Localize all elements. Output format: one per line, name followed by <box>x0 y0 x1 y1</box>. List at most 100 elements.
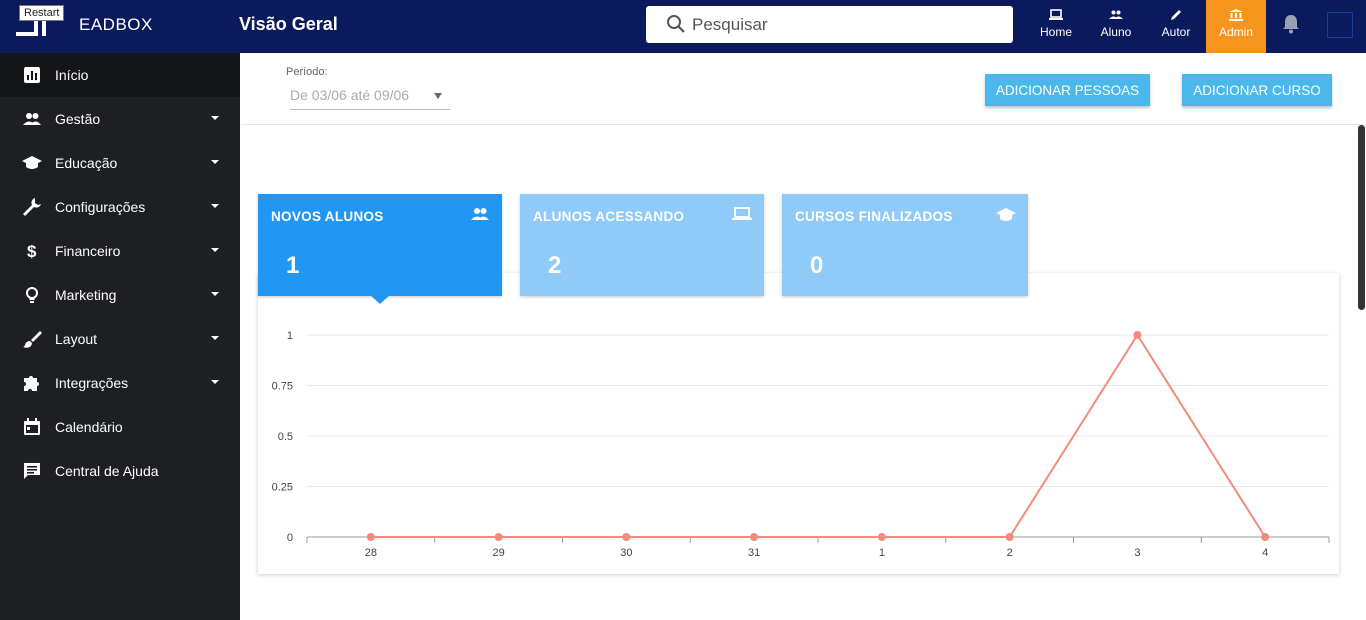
data-point <box>750 533 759 541</box>
scrollbar[interactable] <box>1358 125 1365 310</box>
dollar-icon: $ <box>27 242 37 261</box>
sidebar-item-financeiro[interactable]: $ Financeiro <box>0 229 240 273</box>
stat-title: CURSOS FINALIZADOS <box>795 209 953 224</box>
period-select[interactable]: De 03/06 até 09/06 <box>290 84 450 110</box>
active-pointer <box>370 295 390 304</box>
chart-card <box>258 273 1339 574</box>
search-box[interactable] <box>646 6 1013 43</box>
chevron-down-icon <box>211 380 219 384</box>
sidebar-item-label: Educação <box>55 155 118 171</box>
top-bar: EADBOX Visão Geral Home Aluno Autor <box>0 0 1366 53</box>
stat-value: 1 <box>286 252 300 279</box>
brush-icon <box>23 331 42 348</box>
nav-admin[interactable]: Admin <box>1206 0 1266 53</box>
sidebar-item-gestao[interactable]: Gestão <box>0 97 240 141</box>
x-tick-label: 2 <box>1007 547 1013 559</box>
sidebar-item-label: Calendário <box>55 419 123 435</box>
graduation-cap-icon <box>22 156 42 169</box>
data-point <box>494 533 503 541</box>
y-tick-label: 1 <box>287 330 293 342</box>
sidebar-item-label: Marketing <box>55 287 117 303</box>
y-tick-label: 0.5 <box>278 431 293 443</box>
nav-autor[interactable]: Autor <box>1154 0 1198 53</box>
sidebar-item-label: Gestão <box>55 111 101 127</box>
nav-aluno-label: Aluno <box>1100 25 1132 39</box>
chart-icon <box>24 67 40 83</box>
stat-value: 0 <box>810 252 824 279</box>
people-icon <box>1109 10 1123 19</box>
tooltip: Restart <box>19 5 65 21</box>
data-point <box>1261 533 1270 541</box>
sidebar-item-central-de-ajuda[interactable]: Central de Ajuda <box>0 449 240 493</box>
sidebar-item-label: Início <box>55 67 89 83</box>
stat-card-cursos-finalizados[interactable]: CURSOS FINALIZADOS 0 <box>782 194 1028 296</box>
brand-name: EADBOX <box>79 15 153 34</box>
people-icon <box>23 113 41 125</box>
data-point <box>366 533 375 541</box>
stat-card-novos-alunos[interactable]: NOVOS ALUNOS 1 <box>258 194 502 296</box>
laptop-icon <box>1049 9 1063 20</box>
x-tick-label: 30 <box>620 547 632 559</box>
chevron-down-icon <box>434 93 442 99</box>
bell-icon[interactable] <box>1281 13 1301 35</box>
stat-value: 2 <box>548 252 562 279</box>
sidebar-item-educacao[interactable]: Educação <box>0 141 240 185</box>
search-icon <box>667 15 685 33</box>
chevron-down-icon <box>211 204 219 208</box>
sidebar-item-inicio[interactable]: Início <box>0 53 240 97</box>
chevron-down-icon <box>211 160 219 164</box>
nav-admin-label: Admin <box>1218 25 1253 39</box>
y-tick-label: 0.75 <box>272 381 293 393</box>
line-chart: 0 0.25 0.5 0.75 1 28 29 30 31 1 2 3 4 <box>272 330 1330 559</box>
x-tick-label: 28 <box>365 547 377 559</box>
x-tick-label: 3 <box>1134 547 1140 559</box>
stat-card-alunos-acessando[interactable]: ALUNOS ACESSANDO 2 <box>520 194 764 296</box>
nav-aluno[interactable]: Aluno <box>1094 0 1138 53</box>
sidebar: Início Gestão Educação Configurações $ F… <box>0 53 240 620</box>
page-title: Visão Geral <box>239 14 338 34</box>
sidebar-item-layout[interactable]: Layout <box>0 317 240 361</box>
eadbox-logo-icon <box>16 12 46 36</box>
graduation-cap-icon <box>996 208 1016 221</box>
stat-title: NOVOS ALUNOS <box>271 209 384 224</box>
sidebar-item-integracoes[interactable]: Integrações <box>0 361 240 405</box>
data-point <box>877 533 886 541</box>
svg-text:$: $ <box>27 242 37 261</box>
x-tick-label: 29 <box>493 547 505 559</box>
nav-home[interactable]: Home <box>1034 0 1078 53</box>
laptop-icon <box>732 207 752 220</box>
puzzle-icon <box>24 376 39 391</box>
chevron-down-icon <box>211 116 219 120</box>
y-tick-label: 0 <box>287 532 293 544</box>
chat-icon <box>24 463 40 479</box>
data-point <box>622 533 631 541</box>
search-input[interactable] <box>692 12 992 37</box>
x-tick-label: 4 <box>1262 547 1268 559</box>
chevron-down-icon <box>211 292 219 296</box>
nav-autor-label: Autor <box>1161 25 1191 39</box>
sidebar-item-label: Configurações <box>55 199 146 215</box>
chevron-down-icon <box>211 336 219 340</box>
sidebar-item-label: Financeiro <box>55 243 121 259</box>
y-tick-label: 0.25 <box>272 482 293 494</box>
period-value: De 03/06 até 09/06 <box>290 87 410 103</box>
add-course-button[interactable]: ADICIONAR CURSO <box>1182 74 1332 106</box>
x-tick-label: 31 <box>748 547 760 559</box>
avatar[interactable] <box>1327 12 1353 38</box>
data-point <box>1133 331 1142 339</box>
sidebar-item-calendario[interactable]: Calendário <box>0 405 240 449</box>
series-line <box>370 333 1266 538</box>
sidebar-item-label: Central de Ajuda <box>55 463 159 479</box>
people-icon <box>471 208 489 220</box>
wrench-icon <box>23 198 41 216</box>
nav-home-label: Home <box>1039 25 1072 39</box>
bank-icon <box>1229 9 1243 21</box>
sidebar-item-label: Layout <box>55 331 98 347</box>
period-label: Período: <box>286 66 328 78</box>
sidebar-item-configuracoes[interactable]: Configurações <box>0 185 240 229</box>
calendar-icon <box>24 418 40 435</box>
sidebar-item-marketing[interactable]: Marketing <box>0 273 240 317</box>
add-people-button[interactable]: ADICIONAR PESSOAS <box>985 74 1150 106</box>
sidebar-item-label: Integrações <box>55 375 129 391</box>
stat-title: ALUNOS ACESSANDO <box>533 209 685 224</box>
